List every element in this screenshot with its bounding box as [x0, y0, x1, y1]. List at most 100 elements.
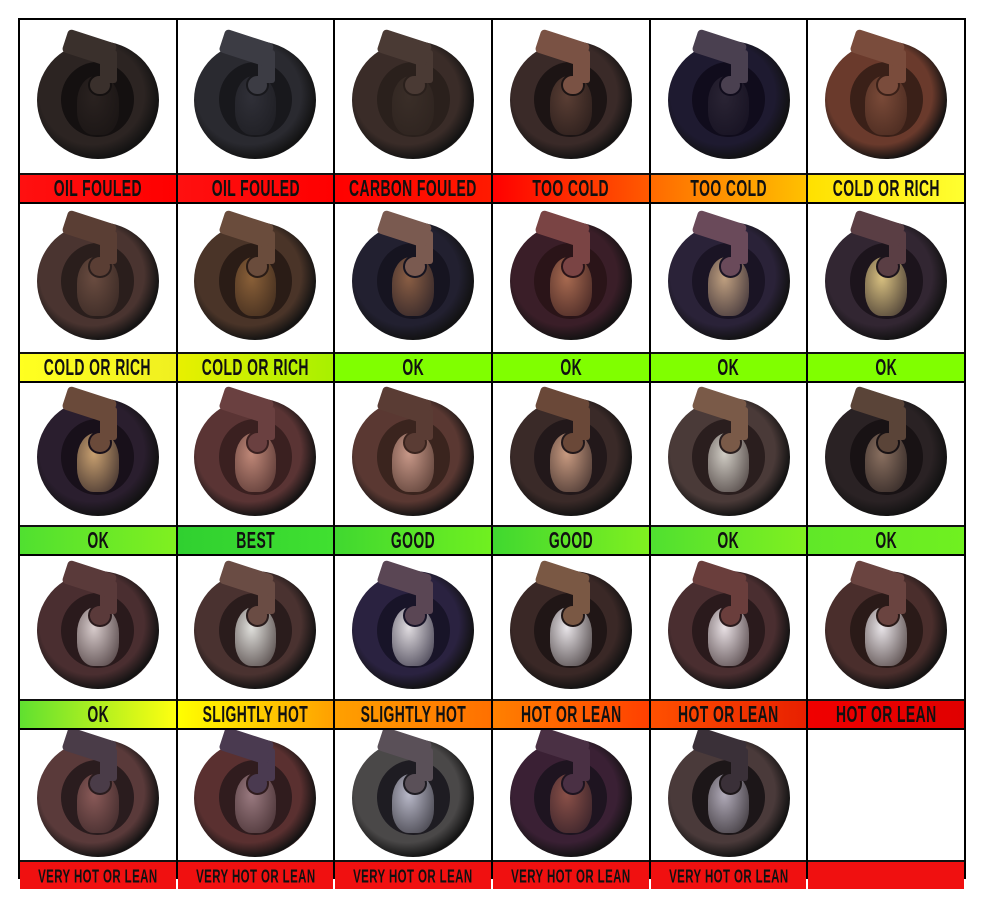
plug-cell: SLIGHTLY HOT — [177, 556, 334, 728]
plug-cell: VERY HOT OR LEAN — [20, 730, 176, 889]
plug-cell: OK — [808, 204, 964, 381]
spark-plug-image — [194, 730, 317, 857]
spark-plug-image — [36, 209, 159, 340]
condition-label: OIL FOULED — [20, 173, 176, 202]
condition-label: COLD OR RICH — [808, 173, 964, 202]
spark-plug-photo — [808, 383, 964, 525]
condition-label: VERY HOT OR LEAN — [493, 860, 649, 889]
condition-label: VERY HOT OR LEAN — [650, 860, 807, 889]
plug-cell: SLIGHTLY HOT — [335, 556, 492, 728]
condition-label: HOT OR LEAN — [808, 699, 964, 728]
condition-label-text: HOT OR LEAN — [520, 701, 622, 727]
condition-label-text: COLD OR RICH — [44, 354, 152, 380]
spark-plug-photo — [335, 556, 491, 699]
plug-cell: HOT OR LEAN — [650, 556, 807, 728]
spark-plug-image — [352, 28, 475, 159]
spark-plug-image — [194, 209, 317, 340]
condition-label-text: HOT OR LEAN — [678, 701, 779, 727]
plug-cell: COLD OR RICH — [177, 204, 334, 381]
condition-label: OK — [335, 352, 492, 381]
condition-label: SLIGHTLY HOT — [177, 699, 334, 728]
condition-label-text: GOOD — [391, 527, 436, 553]
condition-label: GOOD — [335, 525, 492, 554]
plug-cell: TOO COLD — [650, 20, 807, 202]
spark-plug-photo — [493, 730, 649, 860]
spark-plug-chart: OIL FOULED OIL FOULED CARBON FOULED — [18, 18, 966, 889]
condition-label-text: CARBON FOULED — [349, 175, 478, 201]
spark-plug-photo — [178, 556, 334, 699]
spark-plug-image — [509, 559, 632, 690]
condition-label — [808, 860, 964, 889]
spark-plug-photo — [808, 204, 964, 352]
spark-plug-photo — [335, 20, 491, 173]
spark-plug-photo — [808, 730, 964, 860]
spark-plug-photo — [493, 556, 649, 699]
plug-cell: OK — [808, 383, 964, 554]
condition-label-text: GOOD — [548, 527, 593, 553]
condition-label: OK — [808, 525, 964, 554]
spark-plug-image — [194, 385, 317, 516]
plug-cell: OK — [650, 383, 807, 554]
spark-plug-image — [36, 730, 159, 857]
condition-label: OK — [20, 699, 176, 728]
plug-cell: VERY HOT OR LEAN — [177, 730, 334, 889]
spark-plug-photo — [20, 20, 176, 173]
spark-plug-photo — [651, 556, 807, 699]
condition-label: OK — [20, 525, 176, 554]
spark-plug-photo — [178, 730, 334, 860]
condition-label-text: BEST — [236, 527, 275, 553]
plug-cell: TOO COLD — [493, 20, 649, 202]
condition-label: OK — [808, 352, 964, 381]
plug-cell: HOT OR LEAN — [493, 556, 649, 728]
condition-label-text: OK — [559, 354, 582, 380]
spark-plug-photo — [808, 20, 964, 173]
spark-plug-photo — [178, 204, 334, 352]
condition-label-text: TOO COLD — [690, 175, 767, 201]
spark-plug-image — [36, 559, 159, 690]
spark-plug-image — [36, 385, 159, 516]
spark-plug-photo — [335, 730, 491, 860]
condition-label: HOT OR LEAN — [493, 699, 649, 728]
spark-plug-image — [352, 730, 475, 857]
spark-plug-image — [194, 28, 317, 159]
condition-label-text: OK — [875, 354, 898, 380]
condition-label-text: OIL FOULED — [53, 175, 142, 201]
spark-plug-image — [352, 209, 475, 340]
spark-plug-photo — [335, 204, 491, 352]
spark-plug-image — [36, 28, 159, 159]
plug-cell: OK — [20, 383, 176, 554]
plug-cell: COLD OR RICH — [808, 20, 964, 202]
spark-plug-image — [194, 559, 317, 690]
condition-label: VERY HOT OR LEAN — [20, 860, 176, 889]
plug-cell: OIL FOULED — [177, 20, 334, 202]
condition-label: VERY HOT OR LEAN — [335, 860, 492, 889]
plug-cell: OK — [20, 556, 176, 728]
plug-cell: VERY HOT OR LEAN — [493, 730, 649, 889]
spark-plug-photo — [493, 383, 649, 525]
spark-plug-image — [825, 209, 948, 340]
spark-plug-photo — [651, 730, 807, 860]
condition-label-text: VERY HOT OR LEAN — [511, 865, 631, 886]
spark-plug-image — [825, 385, 948, 516]
plug-cell: HOT OR LEAN — [808, 556, 964, 728]
condition-label: HOT OR LEAN — [650, 699, 807, 728]
spark-plug-photo — [178, 383, 334, 525]
condition-label-text: OK — [86, 527, 109, 553]
condition-label-text: VERY HOT OR LEAN — [668, 865, 789, 886]
spark-plug-photo — [651, 20, 807, 173]
spark-plug-image — [352, 559, 475, 690]
plug-cell: GOOD — [335, 383, 492, 554]
plug-cell: COLD OR RICH — [20, 204, 176, 381]
plug-cell: CARBON FOULED — [335, 20, 492, 202]
condition-label-text: COLD OR RICH — [832, 175, 940, 201]
spark-plug-image — [825, 28, 948, 159]
spark-plug-photo — [651, 383, 807, 525]
spark-plug-image — [509, 28, 632, 159]
spark-plug-image — [825, 559, 948, 690]
spark-plug-photo — [178, 20, 334, 173]
plug-cell: BEST — [177, 383, 334, 554]
condition-label: OK — [650, 525, 807, 554]
condition-label: SLIGHTLY HOT — [335, 699, 492, 728]
condition-label-text: OK — [86, 701, 109, 727]
plug-cell: OK — [335, 204, 492, 381]
